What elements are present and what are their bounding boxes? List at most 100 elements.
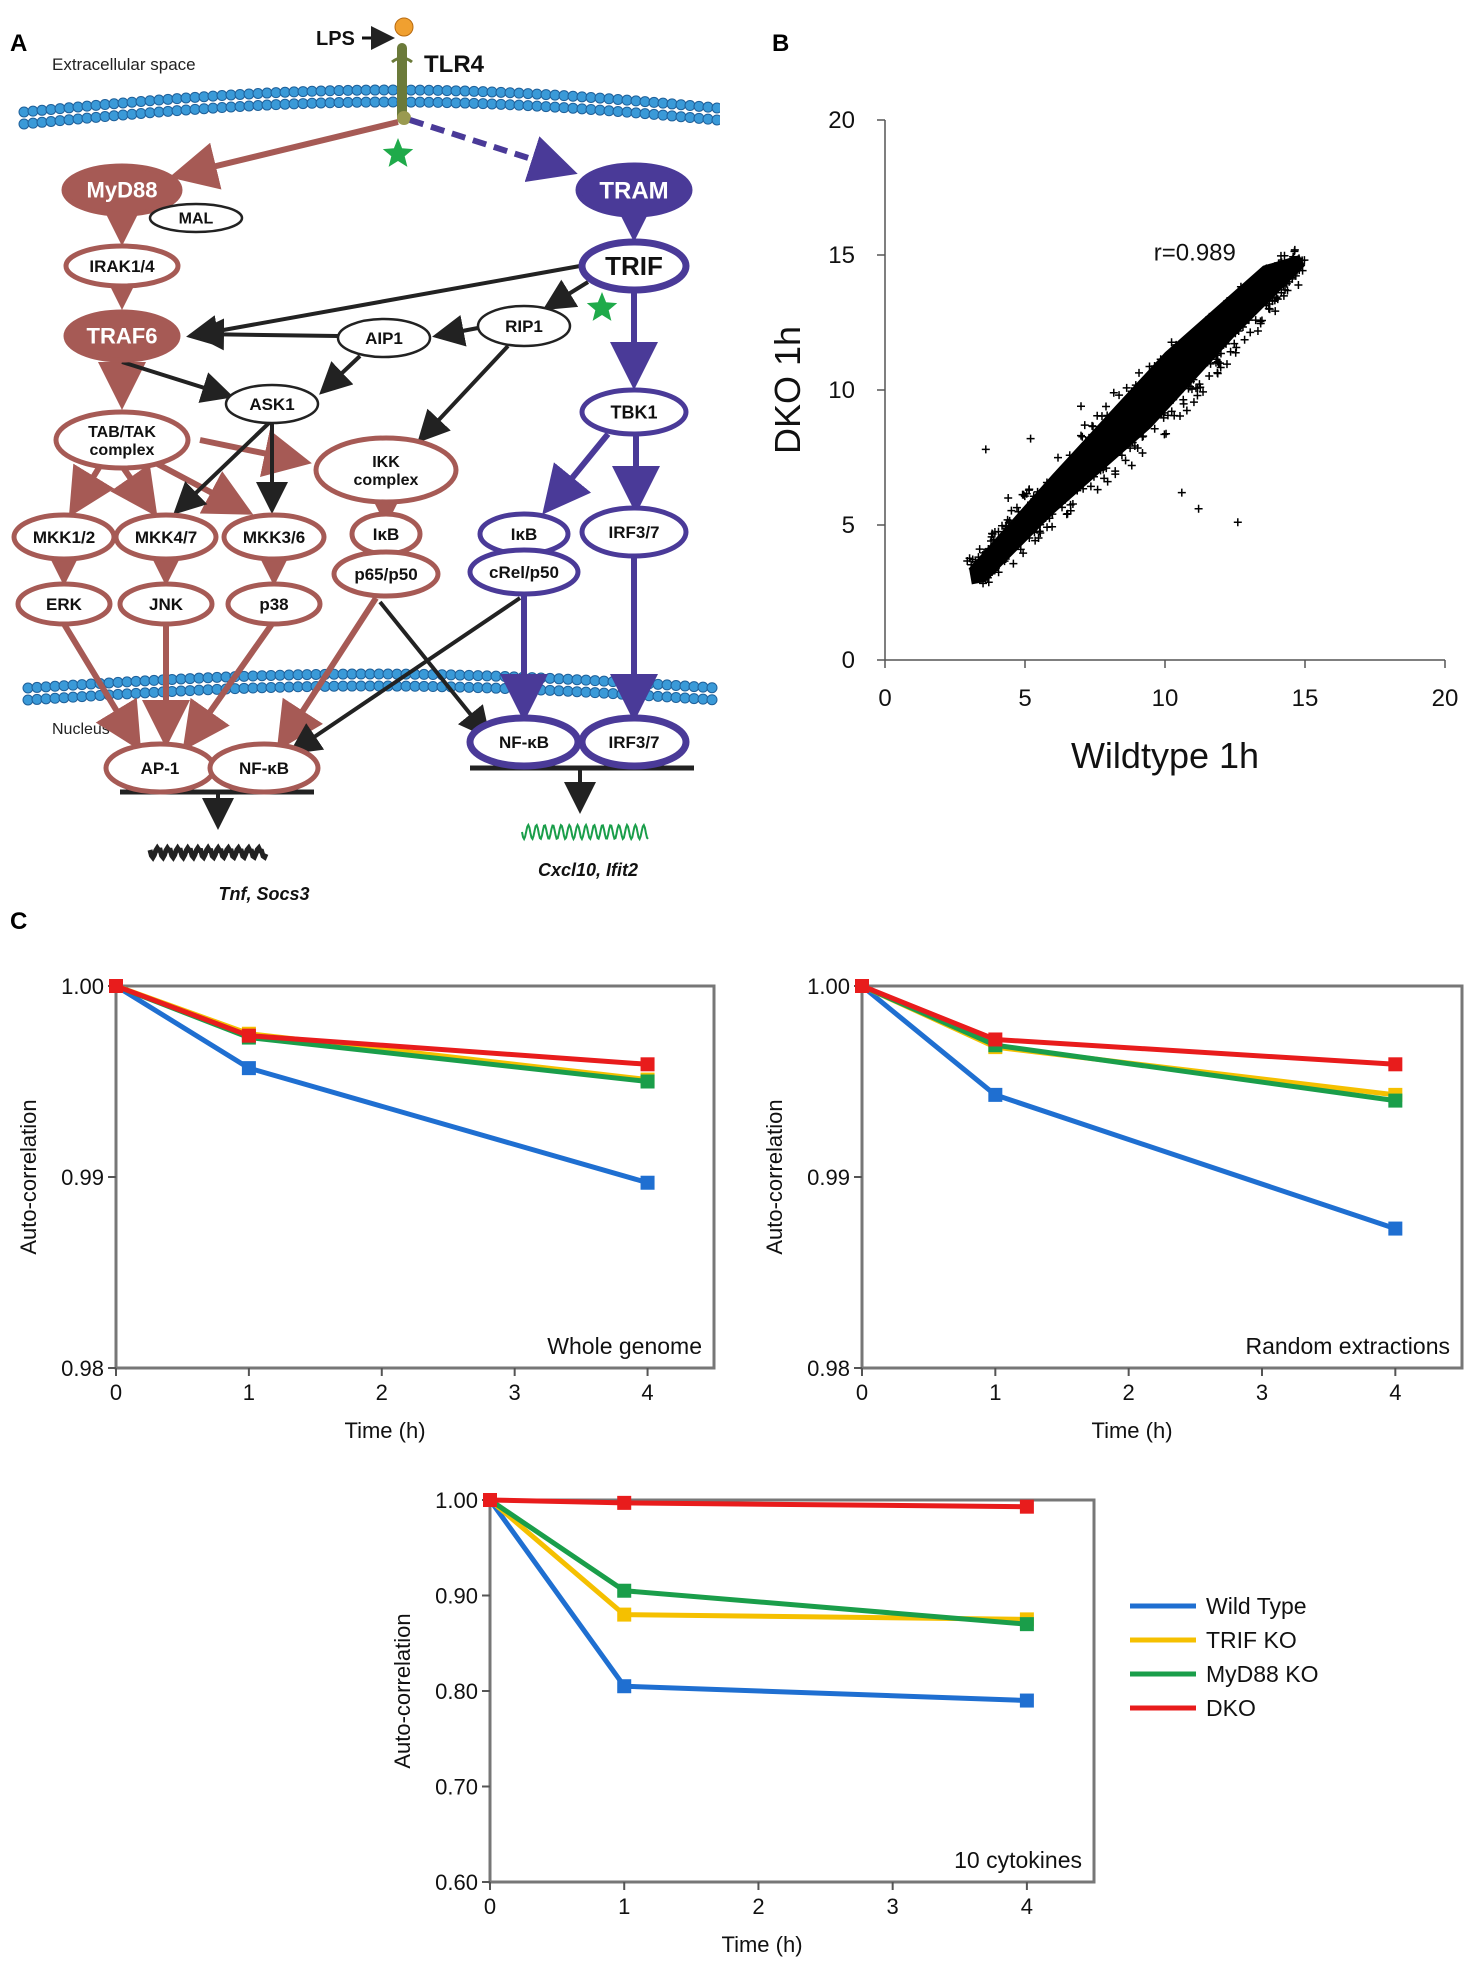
scatter-point — [1106, 441, 1115, 450]
scatter-point — [1289, 252, 1298, 261]
scatter-point — [1001, 555, 1010, 564]
arrow-tlr4-myd88 — [169, 119, 399, 190]
node-p65: p65/p50 — [331, 549, 441, 599]
scatter-point — [1131, 381, 1140, 390]
scatter-point — [963, 556, 972, 565]
scatter-point — [1193, 391, 1202, 400]
data-point — [855, 979, 869, 993]
node-label: cRel/p50 — [489, 563, 559, 582]
node-label: AP-1 — [141, 759, 180, 778]
scatter-point — [1282, 273, 1291, 282]
scatter-point — [1029, 492, 1038, 501]
y-axis-label: Auto-correlation — [390, 1613, 415, 1768]
scatter-point — [1102, 402, 1111, 411]
data-point — [1019, 1617, 1034, 1632]
arrow-rip1-ikk — [417, 344, 510, 443]
scatter-point — [1145, 406, 1154, 415]
scatter-point — [1100, 474, 1109, 483]
scatter-point — [968, 564, 977, 573]
scatter-point — [1211, 342, 1220, 351]
scatter-point — [1193, 384, 1202, 393]
scatter-point — [1115, 391, 1124, 400]
scatter-point — [1045, 514, 1054, 523]
scatter-point — [1054, 453, 1062, 462]
scatter-point — [1172, 345, 1181, 354]
node-p38: p38 — [225, 581, 323, 627]
scatter-point — [1021, 522, 1030, 531]
arrow-rip1-aip1 — [432, 315, 479, 347]
scatter-point — [1163, 411, 1172, 420]
node-label: IκB — [511, 525, 537, 544]
y-axis-label: Auto-correlation — [16, 1099, 41, 1254]
scatter-point — [1208, 335, 1217, 344]
scatter-point — [1205, 372, 1214, 381]
y-axis-label: Auto-correlation — [762, 1099, 787, 1254]
series-line-myd88-ko — [488, 1497, 1028, 1627]
scatter-point — [1084, 445, 1093, 454]
data-point — [1388, 1057, 1403, 1072]
scatter-point — [1095, 455, 1104, 464]
scatter-point — [1139, 411, 1148, 420]
scatter-point — [1197, 357, 1206, 366]
x-tick-label: 0 — [878, 685, 891, 712]
scatter-point — [1190, 369, 1199, 378]
scatter-point — [1219, 319, 1228, 328]
scatter-point — [1068, 469, 1077, 478]
legend-label: Wild Type — [1206, 1593, 1307, 1619]
series-line-myd88-ko — [115, 983, 648, 1084]
scatter-point — [1227, 323, 1236, 332]
x-tick-label: 2 — [376, 1380, 388, 1405]
scatter-point — [1263, 295, 1272, 304]
scatter-point — [1002, 521, 1011, 530]
scatter-point — [1216, 363, 1225, 372]
x-tick-label: 3 — [509, 1380, 521, 1405]
scatter-point — [1066, 506, 1075, 515]
chart-title: Random extractions — [1245, 1333, 1450, 1359]
series-line-trif-ko — [488, 1498, 1027, 1622]
scatter-point — [1127, 461, 1136, 470]
scatter-x-label: Wildtype 1h — [1071, 735, 1259, 776]
node-label: NF-κB — [239, 759, 289, 778]
scatter-point — [1093, 411, 1102, 420]
scatter-point — [1107, 439, 1116, 448]
node-rip1: RIP1 — [476, 304, 572, 348]
data-point — [483, 1493, 497, 1507]
scatter-point — [1211, 358, 1220, 367]
scatter-point — [1288, 274, 1297, 283]
scatter-point — [1278, 266, 1287, 275]
scatter-point — [1079, 484, 1088, 493]
scatter-point — [1187, 385, 1196, 394]
data-point — [617, 1495, 632, 1510]
scatter-point — [993, 545, 1002, 554]
scatter-point — [1159, 413, 1168, 422]
scatter-point — [967, 560, 976, 569]
scatter-point — [1186, 382, 1195, 391]
scatter-point — [1068, 500, 1077, 509]
scatter-point — [1138, 432, 1147, 441]
scatter-point — [1231, 302, 1240, 311]
scatter-point — [1264, 272, 1273, 281]
scatter-point — [1137, 411, 1146, 420]
y-tick-label: 0.70 — [435, 1775, 478, 1800]
y-tick-label: 1.00 — [435, 1488, 478, 1513]
plot-frame — [488, 1498, 1096, 1884]
scatter-point — [1077, 431, 1085, 440]
scatter-point — [1223, 296, 1232, 305]
scatter-point — [1206, 345, 1215, 354]
scatter-point — [994, 527, 1003, 536]
scatter-point — [1224, 300, 1233, 309]
scatter-point — [1041, 513, 1050, 522]
scatter-point — [1048, 510, 1057, 519]
scatter-point — [1289, 259, 1298, 268]
scatter-point — [982, 556, 991, 565]
scatter-point — [994, 557, 1003, 566]
node-aip1: AIP1 — [336, 317, 432, 359]
scatter-point — [991, 563, 1000, 572]
x-tick-label: 4 — [1021, 1894, 1033, 1919]
node-label: p38 — [259, 595, 288, 614]
scatter-point — [1103, 477, 1112, 486]
scatter-point — [998, 521, 1007, 530]
node-label: MKK1/2 — [33, 528, 95, 547]
scatter-point — [982, 551, 991, 560]
scatter-point — [1189, 375, 1198, 384]
